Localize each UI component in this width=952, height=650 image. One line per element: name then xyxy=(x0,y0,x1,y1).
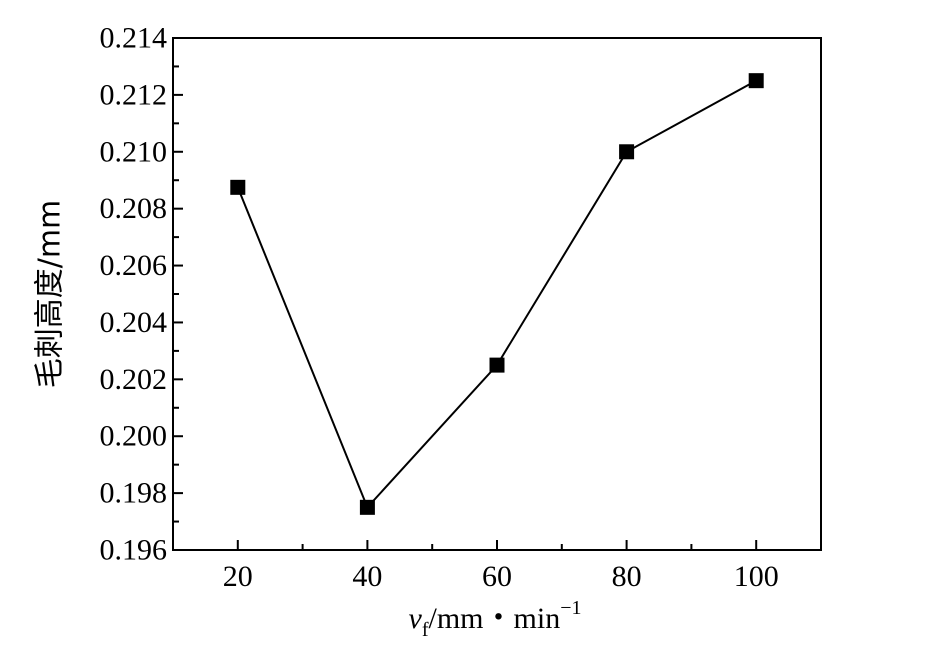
x-axis-title-sup: −1 xyxy=(560,597,581,619)
data-point-marker xyxy=(619,144,635,160)
y-tick-label: 0.208 xyxy=(100,192,168,225)
data-point-marker xyxy=(359,499,375,515)
y-tick-label: 0.210 xyxy=(100,135,168,168)
y-tick-label: 0.212 xyxy=(100,78,168,111)
x-axis-title-sub: f xyxy=(422,619,429,641)
x-axis-title-unit: /mm・min xyxy=(429,602,561,635)
x-tick-label: 100 xyxy=(734,560,779,593)
y-tick-label: 0.206 xyxy=(100,249,168,282)
y-tick-label: 0.198 xyxy=(100,477,168,510)
x-axis-title-var: v xyxy=(409,602,423,635)
x-tick-label: 40 xyxy=(352,560,382,593)
x-tick-label: 80 xyxy=(612,560,642,593)
y-tick-label: 0.200 xyxy=(100,420,168,453)
y-tick-labels: 0.196 0.198 0.200 0.202 0.204 0.206 0.208 0.210… xyxy=(100,22,168,567)
y-tick-label: 0.202 xyxy=(100,363,168,396)
data-markers xyxy=(230,73,764,515)
y-tick-label: 0.204 xyxy=(100,306,168,339)
x-tick-label: 20 xyxy=(223,560,253,593)
y-tick-label: 0.196 xyxy=(100,534,168,567)
axis-ticks xyxy=(173,37,758,551)
x-tick-labels: 20 40 60 80 100 xyxy=(223,560,779,593)
y-tick-label: 0.214 xyxy=(100,22,168,55)
x-axis-title: vf/mm・min−1 xyxy=(409,597,582,641)
series-line xyxy=(236,79,757,510)
y-axis-title: 毛刺高度/mm xyxy=(33,200,68,389)
plot-frame xyxy=(172,37,822,551)
x-tick-label: 60 xyxy=(482,560,512,593)
data-point-marker xyxy=(230,179,246,195)
data-point-marker xyxy=(489,357,505,373)
data-point-marker xyxy=(748,73,764,89)
